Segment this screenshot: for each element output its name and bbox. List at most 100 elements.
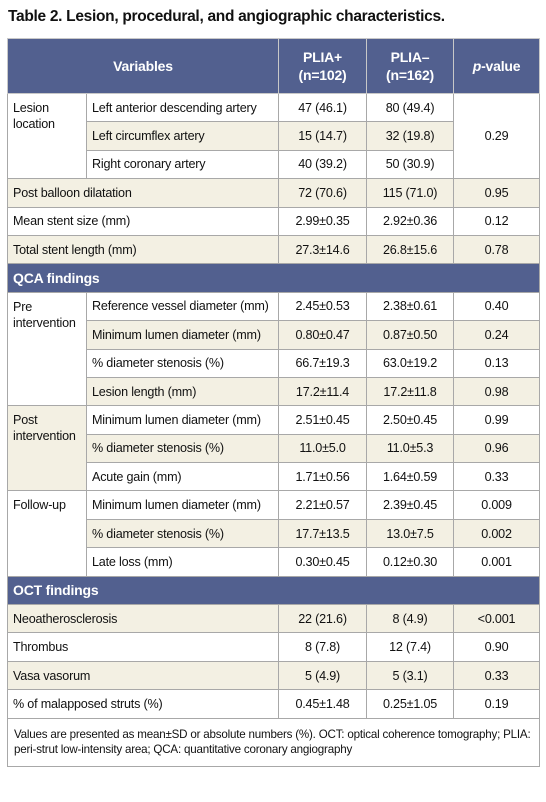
- variable-cell: Thrombus: [6, 632, 280, 662]
- value-cell: 0.80±0.47: [278, 320, 368, 350]
- table-row: Right coronary artery 40 (39.2) 50 (30.9): [8, 149, 540, 180]
- header-text: (n=102): [298, 67, 347, 83]
- variable-cell: Left circumflex artery: [85, 121, 280, 151]
- variable-cell: Vasa vasorum: [6, 660, 280, 691]
- variable-cell: Total stent length (mm): [6, 234, 280, 265]
- group-cell: Lesion location: [7, 92, 87, 180]
- section-row: QCA findings: [6, 263, 541, 293]
- header-text: PLIA–: [390, 49, 430, 65]
- variable-cell: % diameter stenosis (%): [85, 348, 280, 378]
- value-cell: 2.51±0.45: [278, 405, 368, 435]
- section-heading: OCT findings: [6, 575, 541, 606]
- p-value-cell: 0.29: [453, 92, 541, 180]
- table-row: % diameter stenosis (%) 17.7±13.5 13.0±7.5…: [8, 518, 541, 549]
- table-row: Lesion length (mm) 17.2±11.4 17.2±11.8 0.98: [8, 376, 541, 407]
- table-row: Post balloon dilatation 72 (70.6) 115 (71.…: [6, 178, 541, 208]
- value-cell: 26.8±15.6: [366, 234, 455, 265]
- variable-cell: Minimum lumen diameter (mm): [85, 320, 280, 350]
- value-cell: 5 (3.1): [366, 660, 455, 691]
- header-cell: Variables: [6, 38, 280, 94]
- header-text: -value: [481, 58, 521, 74]
- variable-cell: % diameter stenosis (%): [85, 518, 280, 549]
- header-cell: PLIA+ (n=102): [278, 38, 368, 94]
- value-cell: 17.7±13.5: [278, 518, 368, 549]
- p-value-cell: 0.99: [453, 405, 541, 435]
- p-value-cell: <0.001: [453, 604, 541, 634]
- value-cell: 2.21±0.57: [278, 490, 368, 520]
- variable-cell: Left anterior descending artery: [85, 92, 280, 123]
- p-value-cell: 0.13: [453, 348, 541, 378]
- variable-cell: Lesion length (mm): [85, 376, 280, 407]
- value-cell: 5 (4.9): [278, 660, 368, 691]
- value-cell: 2.45±0.53: [278, 291, 368, 322]
- group-cell: Post interven­tion: [7, 405, 87, 492]
- variable-cell: Acute gain (mm): [85, 462, 280, 492]
- value-cell: 2.38±0.61: [366, 291, 455, 322]
- p-value-cell: 0.19: [453, 689, 541, 719]
- value-cell: 0.45±1.48: [278, 689, 368, 719]
- data-table: Variables PLIA+ (n=102) PLIA– (n=162) p-va…: [6, 38, 541, 767]
- value-cell: 11.0±5.0: [278, 433, 368, 464]
- variable-cell: Reference vessel diameter (mm): [85, 291, 280, 322]
- table-row: % diameter stenosis (%) 11.0±5.0 11.0±5.3 0…: [8, 433, 541, 464]
- value-cell: 27.3±14.6: [278, 234, 368, 265]
- value-cell: 72 (70.6): [278, 178, 368, 208]
- variable-cell: Right coronary artery: [85, 149, 280, 180]
- footnote-row: Values are presented as mean±SD or absol…: [6, 717, 541, 767]
- value-cell: 2.99±0.35: [278, 206, 368, 236]
- p-value-cell: 0.009: [453, 490, 541, 520]
- table-row: % diameter stenosis (%) 66.7±19.3 63.0±19.…: [8, 348, 541, 378]
- table-title: Table 2. Lesion, procedural, and angiogr…: [8, 8, 445, 25]
- variable-cell: Neoatherosclerosis: [6, 604, 280, 634]
- table-row: % of malapposed struts (%) 0.45±1.48 0.25±…: [6, 689, 541, 719]
- header-cell: p-value: [453, 38, 541, 94]
- table-row: Neoatherosclerosis 22 (21.6) 8 (4.9) <0.001: [6, 604, 541, 634]
- table-header: Variables PLIA+ (n=102) PLIA– (n=162) p-va…: [6, 38, 541, 94]
- table-row: Late loss (mm) 0.30±0.45 0.12±0.30 0.001: [8, 547, 541, 577]
- p-value-cell: 0.33: [453, 660, 541, 691]
- p-value-cell: 0.40: [453, 291, 541, 322]
- value-cell: 0.25±1.05: [366, 689, 455, 719]
- value-cell: 50 (30.9): [366, 149, 455, 180]
- variable-cell: Post balloon dilatation: [6, 178, 280, 208]
- p-value-cell: 0.78: [453, 234, 541, 265]
- value-cell: 2.39±0.45: [366, 490, 455, 520]
- group-cell: Follow-up: [7, 490, 87, 577]
- value-cell: 63.0±19.2: [366, 348, 455, 378]
- value-cell: 15 (14.7): [278, 121, 368, 151]
- variable-cell: Late loss (mm): [85, 547, 280, 577]
- value-cell: 32 (19.8): [366, 121, 455, 151]
- section-row: OCT findings: [6, 575, 541, 606]
- table-row: Left circumflex artery 15 (14.7) 32 (19.8): [8, 121, 540, 151]
- header-text: (n=162): [386, 67, 435, 83]
- header-text: PLIA+: [302, 49, 343, 65]
- value-cell: 1.64±0.59: [366, 462, 455, 492]
- p-value-cell: 0.33: [453, 462, 541, 492]
- p-value-cell: 0.95: [453, 178, 541, 208]
- table-row: Vasa vasorum 5 (4.9) 5 (3.1) 0.33: [6, 660, 541, 691]
- value-cell: 47 (46.1): [278, 92, 368, 123]
- p-value-cell: 0.001: [453, 547, 541, 577]
- value-cell: 0.30±0.45: [278, 547, 368, 577]
- value-cell: 80 (49.4): [366, 92, 455, 123]
- table-row: Follow-up Minimum lumen diameter (mm) 2.21…: [7, 490, 541, 577]
- value-cell: 11.0±5.3: [366, 433, 455, 464]
- p-value-cell: 0.98: [453, 376, 541, 407]
- value-cell: 22 (21.6): [278, 604, 368, 634]
- value-cell: 40 (39.2): [278, 149, 368, 180]
- value-cell: 0.87±0.50: [366, 320, 455, 350]
- value-cell: 12 (7.4): [366, 632, 455, 662]
- variable-cell: Minimum lumen diameter (mm): [85, 490, 280, 520]
- value-cell: 1.71±0.56: [278, 462, 368, 492]
- table-row: Lesion location Left anterior descending …: [7, 92, 541, 180]
- table-row: Pre interven­tion Reference vessel diamet…: [7, 291, 541, 407]
- table-row: Post interven­tion Minimum lumen diameter…: [7, 405, 541, 492]
- p-value-cell: 0.002: [453, 518, 541, 549]
- variable-cell: % of malapposed struts (%): [6, 689, 280, 719]
- value-cell: 2.92±0.36: [366, 206, 455, 236]
- value-cell: 66.7±19.3: [278, 348, 368, 378]
- p-value-cell: 0.90: [453, 632, 541, 662]
- table-row: Minimum lumen diameter (mm) 0.80±0.47 0.87…: [8, 320, 541, 350]
- p-value-cell: 0.12: [453, 206, 541, 236]
